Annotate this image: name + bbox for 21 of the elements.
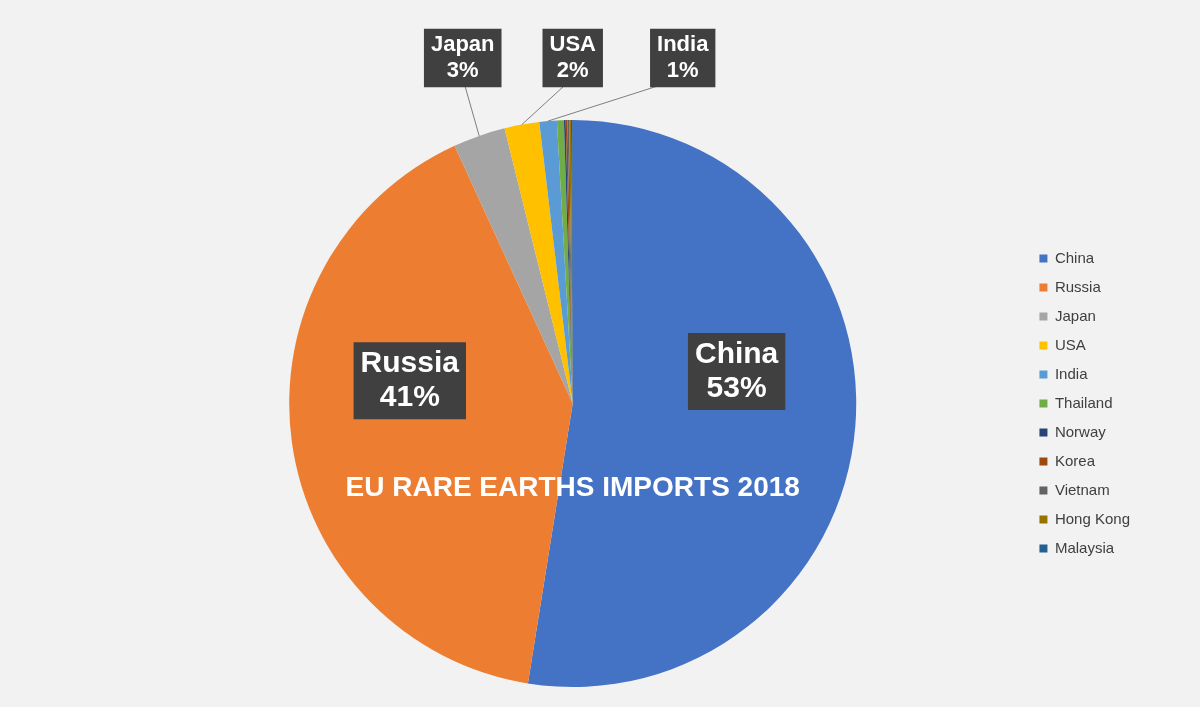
slice-label: Russia — [360, 344, 460, 378]
slice-label: Japan — [430, 31, 495, 57]
legend-label: Malaysia — [1054, 538, 1115, 556]
slice-label: USA — [549, 31, 597, 57]
legend-label: Norway — [1054, 422, 1107, 440]
legend-label: Korea — [1054, 451, 1096, 469]
slice-label: China — [694, 335, 779, 369]
legend-label: Hong Kong — [1054, 509, 1130, 527]
legend-label: Thailand — [1054, 393, 1113, 411]
legend-label: Japan — [1054, 306, 1096, 324]
data-label: 3% — [446, 56, 479, 82]
legend-label: China — [1054, 248, 1095, 266]
legend-label: Vietnam — [1054, 480, 1110, 498]
data-label: 2% — [556, 56, 589, 82]
legend-label: Russia — [1054, 277, 1102, 295]
data-label: 41% — [379, 379, 440, 413]
data-label: 53% — [706, 370, 767, 404]
legend-label: USA — [1054, 335, 1086, 353]
legend-label: India — [1054, 364, 1089, 382]
data-label: 1% — [666, 56, 699, 82]
slice-label: India — [657, 31, 710, 57]
